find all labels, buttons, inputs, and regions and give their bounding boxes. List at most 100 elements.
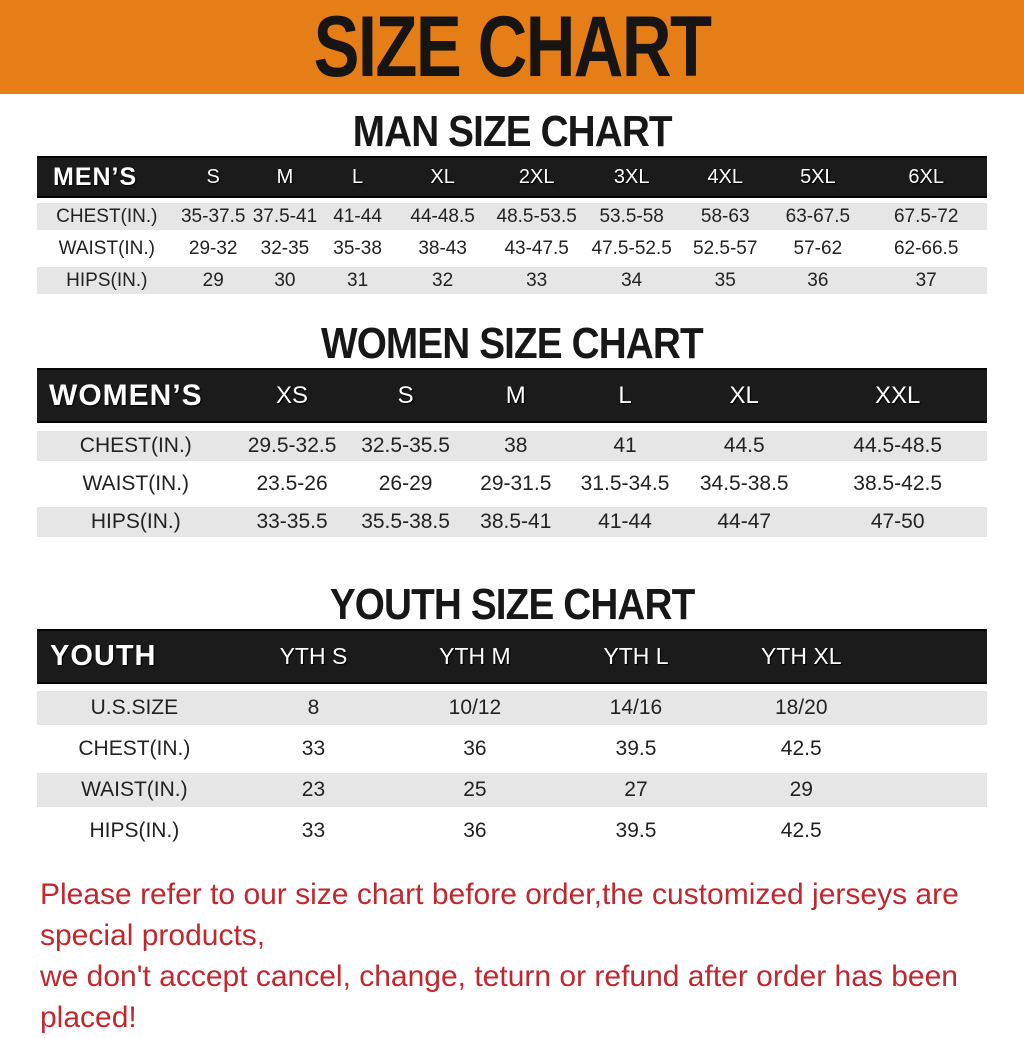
size-value-cell: 29 bbox=[176, 262, 250, 294]
row-label: CHEST(IN.) bbox=[37, 423, 235, 461]
row-label: CHEST(IN.) bbox=[37, 198, 177, 230]
size-value-cell: 42.5 bbox=[717, 807, 886, 848]
youth-size-table: YOUTH YTH S YTH M YTH L YTH XL U.S.SIZE … bbox=[37, 629, 987, 848]
size-value-cell: 33 bbox=[490, 262, 584, 294]
footnote-line-2: we don't accept cancel, change, teturn o… bbox=[40, 960, 958, 1034]
youth-table-label: YOUTH bbox=[37, 629, 232, 684]
row-label: HIPS(IN.) bbox=[37, 807, 232, 848]
size-value-cell: 38.5-41 bbox=[461, 499, 570, 537]
men-chest-row: CHEST(IN.) 35-37.5 37.5-41 41-44 44-48.5… bbox=[37, 198, 987, 230]
size-header-cell: YTH M bbox=[395, 629, 555, 684]
size-value-cell: 57-62 bbox=[770, 230, 866, 262]
size-value-cell: 48.5-53.5 bbox=[490, 198, 584, 230]
size-value-cell: 44.5 bbox=[680, 423, 809, 461]
size-value-cell: 39.5 bbox=[554, 725, 718, 766]
men-hips-row: HIPS(IN.) 29 30 31 32 33 34 35 36 37 bbox=[37, 262, 987, 294]
row-label: WAIST(IN.) bbox=[37, 230, 177, 262]
row-label: WAIST(IN.) bbox=[37, 461, 235, 499]
size-value-cell: 30 bbox=[249, 262, 321, 294]
size-value-cell: 10/12 bbox=[395, 684, 555, 725]
size-value-cell: 52.5-57 bbox=[680, 230, 771, 262]
size-value-cell: 36 bbox=[395, 725, 555, 766]
row-label: WAIST(IN.) bbox=[37, 766, 232, 807]
size-header-cell: 5XL bbox=[770, 156, 866, 198]
size-value-cell: 29 bbox=[717, 766, 886, 807]
banner: SIZE CHART bbox=[0, 0, 1024, 94]
size-value-cell: 43-47.5 bbox=[490, 230, 584, 262]
size-value-cell: 47.5-52.5 bbox=[583, 230, 681, 262]
size-value-cell: 39.5 bbox=[554, 807, 718, 848]
row-label: U.S.SIZE bbox=[37, 684, 232, 725]
youth-hips-row: HIPS(IN.) 33 36 39.5 42.5 bbox=[37, 807, 987, 848]
size-value-cell: 34.5-38.5 bbox=[680, 461, 809, 499]
size-value-cell: 29-31.5 bbox=[461, 461, 570, 499]
size-value-cell: 63-67.5 bbox=[770, 198, 866, 230]
size-header-cell: M bbox=[249, 156, 321, 198]
size-value-cell: 38-43 bbox=[395, 230, 491, 262]
size-header-cell: YTH XL bbox=[717, 629, 886, 684]
size-header-cell: XL bbox=[395, 156, 491, 198]
size-value-spacer bbox=[885, 766, 987, 807]
size-value-cell: 25 bbox=[395, 766, 555, 807]
size-value-cell: 23 bbox=[231, 766, 396, 807]
size-value-spacer bbox=[885, 807, 987, 848]
row-label: CHEST(IN.) bbox=[37, 725, 232, 766]
size-header-cell: YTH L bbox=[554, 629, 718, 684]
size-value-cell: 34 bbox=[583, 262, 681, 294]
men-section-heading: MAN SIZE CHART bbox=[0, 108, 1024, 156]
men-table-label: MEN’S bbox=[37, 156, 177, 198]
size-header-cell: 6XL bbox=[865, 156, 987, 198]
women-header-row: WOMEN’S XS S M L XL XXL bbox=[37, 368, 987, 423]
size-header-cell: M bbox=[461, 368, 570, 423]
size-value-cell: 41-44 bbox=[569, 499, 681, 537]
women-waist-row: WAIST(IN.) 23.5-26 26-29 29-31.5 31.5-34… bbox=[37, 461, 987, 499]
size-header-spacer bbox=[885, 629, 987, 684]
size-value-cell: 23.5-26 bbox=[234, 461, 350, 499]
size-value-cell: 38 bbox=[461, 423, 570, 461]
size-header-cell: L bbox=[320, 156, 396, 198]
size-value-cell: 41-44 bbox=[320, 198, 396, 230]
size-value-cell: 35-37.5 bbox=[176, 198, 250, 230]
size-value-cell: 14/16 bbox=[554, 684, 718, 725]
footnote-line-1: Please refer to our size chart before or… bbox=[40, 878, 959, 952]
youth-heading-text: YOUTH SIZE CHART bbox=[329, 580, 695, 629]
youth-chest-row: CHEST(IN.) 33 36 39.5 42.5 bbox=[37, 725, 987, 766]
size-value-cell: 29.5-32.5 bbox=[234, 423, 350, 461]
men-size-table: MEN’S S M L XL 2XL 3XL 4XL 5XL 6XL CHEST… bbox=[37, 156, 987, 294]
men-heading-text: MAN SIZE CHART bbox=[352, 107, 673, 156]
banner-title: SIZE CHART bbox=[313, 0, 712, 95]
men-waist-row: WAIST(IN.) 29-32 32-35 35-38 38-43 43-47… bbox=[37, 230, 987, 262]
row-label: HIPS(IN.) bbox=[37, 499, 235, 537]
size-header-cell: 4XL bbox=[680, 156, 771, 198]
size-value-cell: 53.5-58 bbox=[583, 198, 681, 230]
size-value-cell: 31.5-34.5 bbox=[569, 461, 681, 499]
youth-waist-row: WAIST(IN.) 23 25 27 29 bbox=[37, 766, 987, 807]
size-value-cell: 47-50 bbox=[808, 499, 987, 537]
youth-ussize-row: U.S.SIZE 8 10/12 14/16 18/20 bbox=[37, 684, 987, 725]
size-value-cell: 33 bbox=[231, 725, 396, 766]
size-value-cell: 37.5-41 bbox=[249, 198, 321, 230]
size-value-cell: 26-29 bbox=[349, 461, 462, 499]
women-section-heading: WOMEN SIZE CHART bbox=[0, 320, 1024, 368]
size-header-cell: XS bbox=[234, 368, 350, 423]
women-heading-text: WOMEN SIZE CHART bbox=[321, 319, 704, 368]
size-value-spacer bbox=[885, 725, 987, 766]
size-header-cell: 3XL bbox=[583, 156, 681, 198]
size-value-cell: 36 bbox=[395, 807, 555, 848]
size-value-cell: 44-47 bbox=[680, 499, 809, 537]
size-value-spacer bbox=[885, 684, 987, 725]
women-hips-row: HIPS(IN.) 33-35.5 35.5-38.5 38.5-41 41-4… bbox=[37, 499, 987, 537]
size-value-cell: 32 bbox=[395, 262, 491, 294]
youth-section-heading: YOUTH SIZE CHART bbox=[0, 581, 1024, 629]
size-value-cell: 32-35 bbox=[249, 230, 321, 262]
size-value-cell: 35 bbox=[680, 262, 771, 294]
size-value-cell: 62-66.5 bbox=[865, 230, 987, 262]
size-value-cell: 35-38 bbox=[320, 230, 396, 262]
women-table-label: WOMEN’S bbox=[37, 368, 235, 423]
size-header-cell: YTH S bbox=[231, 629, 396, 684]
women-chest-row: CHEST(IN.) 29.5-32.5 32.5-35.5 38 41 44.… bbox=[37, 423, 987, 461]
size-header-cell: S bbox=[176, 156, 250, 198]
size-value-cell: 41 bbox=[569, 423, 681, 461]
footnote: Please refer to our size chart before or… bbox=[40, 874, 1024, 1038]
size-value-cell: 31 bbox=[320, 262, 396, 294]
